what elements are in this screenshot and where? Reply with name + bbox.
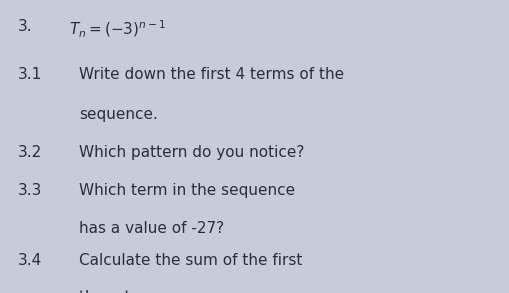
Text: 3.1: 3.1 <box>18 67 42 82</box>
Text: Which term in the sequence: Which term in the sequence <box>79 183 295 198</box>
Text: Which pattern do you notice?: Which pattern do you notice? <box>79 145 304 160</box>
Text: 3.4: 3.4 <box>18 253 42 268</box>
Text: 3.2: 3.2 <box>18 145 42 160</box>
Text: Calculate the sum of the first: Calculate the sum of the first <box>79 253 302 268</box>
Text: has a value of -27?: has a value of -27? <box>79 221 224 236</box>
Text: 3.3: 3.3 <box>18 183 42 198</box>
Text: 3.: 3. <box>18 19 33 34</box>
Text: sequence.: sequence. <box>79 107 158 122</box>
Text: three terms.: three terms. <box>79 290 174 293</box>
Text: Write down the first 4 terms of the: Write down the first 4 terms of the <box>79 67 344 82</box>
Text: $T_n = (-3)^{n-1}$: $T_n = (-3)^{n-1}$ <box>69 19 166 40</box>
